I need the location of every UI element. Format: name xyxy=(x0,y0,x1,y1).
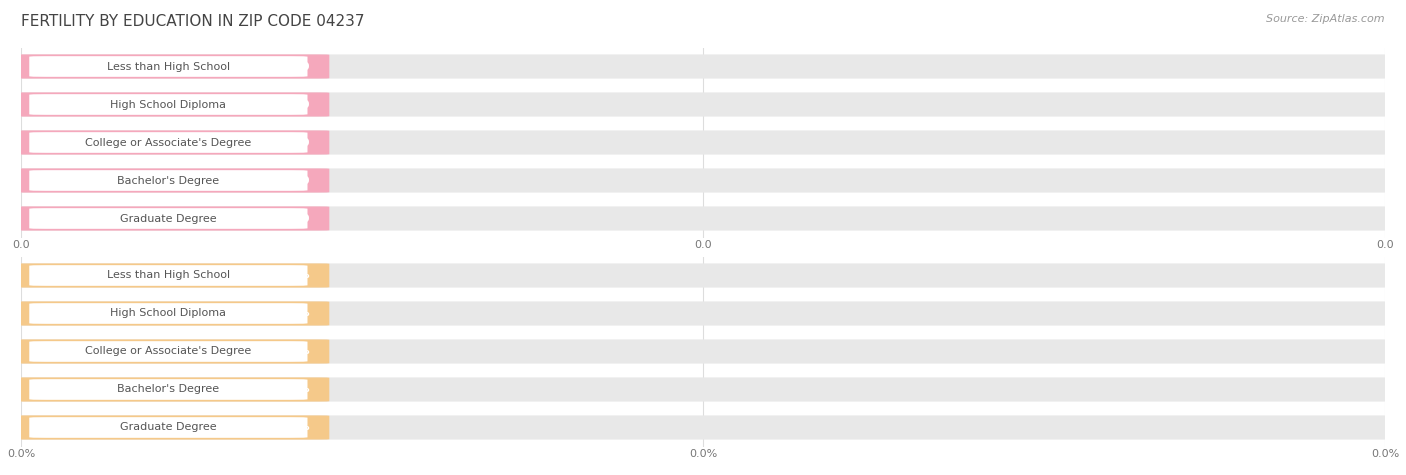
FancyBboxPatch shape xyxy=(13,302,329,325)
Text: College or Associate's Degree: College or Associate's Degree xyxy=(86,346,252,357)
FancyBboxPatch shape xyxy=(13,93,1393,116)
FancyBboxPatch shape xyxy=(30,94,308,115)
Text: Less than High School: Less than High School xyxy=(107,61,231,72)
FancyBboxPatch shape xyxy=(13,378,329,401)
Text: 0.0: 0.0 xyxy=(291,61,311,72)
FancyBboxPatch shape xyxy=(13,264,329,287)
FancyBboxPatch shape xyxy=(13,340,1393,363)
FancyBboxPatch shape xyxy=(13,378,1393,401)
FancyBboxPatch shape xyxy=(30,208,308,229)
Text: High School Diploma: High School Diploma xyxy=(111,99,226,110)
Text: Less than High School: Less than High School xyxy=(107,270,231,281)
FancyBboxPatch shape xyxy=(30,303,308,324)
FancyBboxPatch shape xyxy=(13,55,329,78)
FancyBboxPatch shape xyxy=(13,416,329,439)
FancyBboxPatch shape xyxy=(30,341,308,362)
Text: 0.0%: 0.0% xyxy=(280,308,311,319)
FancyBboxPatch shape xyxy=(13,55,1393,78)
Text: Bachelor's Degree: Bachelor's Degree xyxy=(117,175,219,186)
FancyBboxPatch shape xyxy=(13,207,1393,230)
FancyBboxPatch shape xyxy=(13,131,1393,154)
FancyBboxPatch shape xyxy=(13,93,329,116)
FancyBboxPatch shape xyxy=(30,132,308,153)
Text: 0.0: 0.0 xyxy=(291,175,311,186)
FancyBboxPatch shape xyxy=(13,131,329,154)
Text: College or Associate's Degree: College or Associate's Degree xyxy=(86,137,252,148)
Text: Graduate Degree: Graduate Degree xyxy=(120,422,217,433)
FancyBboxPatch shape xyxy=(30,170,308,191)
FancyBboxPatch shape xyxy=(13,207,329,230)
Text: 0.0%: 0.0% xyxy=(280,346,311,357)
FancyBboxPatch shape xyxy=(13,169,1393,192)
Text: Source: ZipAtlas.com: Source: ZipAtlas.com xyxy=(1267,14,1385,24)
FancyBboxPatch shape xyxy=(13,416,1393,439)
FancyBboxPatch shape xyxy=(30,417,308,438)
Text: 0.0%: 0.0% xyxy=(280,270,311,281)
FancyBboxPatch shape xyxy=(13,340,329,363)
Text: 0.0: 0.0 xyxy=(291,99,311,110)
Text: High School Diploma: High School Diploma xyxy=(111,308,226,319)
FancyBboxPatch shape xyxy=(13,302,1393,325)
FancyBboxPatch shape xyxy=(30,265,308,286)
FancyBboxPatch shape xyxy=(30,56,308,77)
Text: 0.0: 0.0 xyxy=(291,213,311,224)
Text: Graduate Degree: Graduate Degree xyxy=(120,213,217,224)
Text: 0.0%: 0.0% xyxy=(280,422,311,433)
Text: 0.0: 0.0 xyxy=(291,137,311,148)
FancyBboxPatch shape xyxy=(30,379,308,400)
Text: Bachelor's Degree: Bachelor's Degree xyxy=(117,384,219,395)
Text: 0.0%: 0.0% xyxy=(280,384,311,395)
Text: FERTILITY BY EDUCATION IN ZIP CODE 04237: FERTILITY BY EDUCATION IN ZIP CODE 04237 xyxy=(21,14,364,29)
FancyBboxPatch shape xyxy=(13,169,329,192)
FancyBboxPatch shape xyxy=(13,264,1393,287)
